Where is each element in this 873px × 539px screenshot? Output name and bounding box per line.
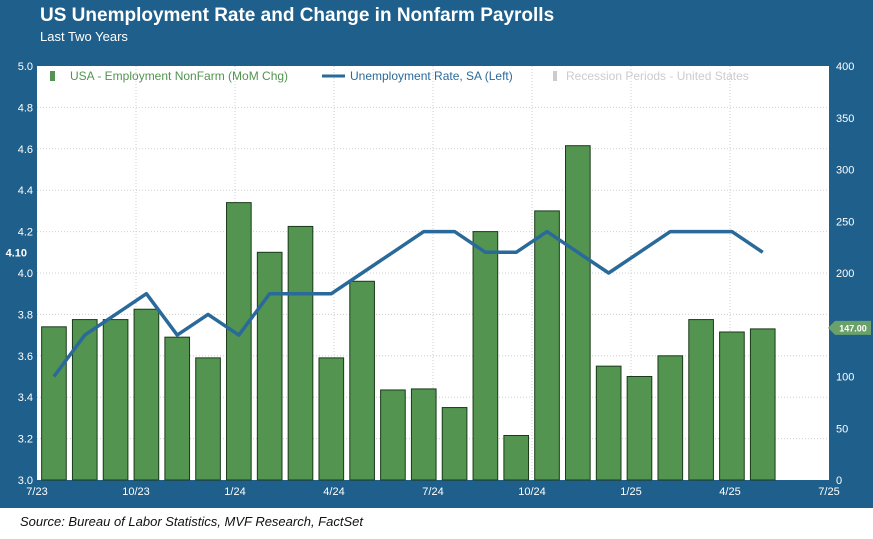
bar-series [41,145,776,481]
line-series [52,229,764,378]
y-left-tick-label: 3.8 [18,309,33,321]
y-right-tick-label: 350 [836,113,854,125]
y-left-tick-label: 4.4 [18,185,33,197]
y-left-tick-label: 3.2 [18,434,33,446]
bar [534,210,560,481]
bar [380,389,406,481]
bar [749,328,776,481]
bar [41,326,67,481]
last-value-right: 147.00 [839,323,867,333]
bar [657,355,684,481]
bar [503,434,530,481]
y-right-tick-label: 50 [836,423,848,435]
y-right-tick-label: 250 [836,216,854,228]
chart-subtitle: Last Two Years [40,29,128,44]
x-tick-label: 4/25 [719,486,740,498]
legend-label-unemployment: Unemployment Rate, SA (Left) [350,69,513,83]
y-left-tick-label: 3.4 [18,392,33,404]
x-tick-label: 7/24 [422,486,443,498]
source-note: Source: Bureau of Labor Statistics, MVF … [20,514,363,529]
bar [164,336,191,481]
y-right-tick-label: 100 [836,372,854,384]
y-right-tick-label: 400 [836,61,854,73]
y-left-tick-label: 4.8 [18,102,33,114]
bar [441,407,468,481]
x-tick-label: 7/23 [26,486,47,498]
legend-label-payrolls: USA - Employment NonFarm (MoM Chg) [70,69,288,83]
last-value-left: 4.10 [6,247,27,259]
x-tick-label: 10/24 [518,486,546,498]
y-right-tick-label: 0 [836,475,842,487]
y-left-tick-label: 4.2 [18,227,33,239]
y-right-tick-label: 200 [836,268,854,280]
unemployment-line [52,229,764,378]
y-right-tick-label: 300 [836,165,854,177]
bar [133,308,160,481]
bar [410,388,437,481]
bar [565,145,591,481]
bar [102,319,129,481]
x-tick-label: 1/25 [620,486,641,498]
bar [595,365,622,481]
y-left-tick-label: 4.0 [18,268,33,280]
legend-label-recession: Recession Periods - United States [566,69,749,83]
chart-title: US Unemployment Rate and Change in Nonfa… [40,5,555,26]
y-left-tick-label: 5.0 [18,61,33,73]
y-left-tick-label: 4.6 [18,144,33,156]
x-tick-label: 1/24 [224,486,245,498]
legend: USA - Employment NonFarm (MoM Chg) Unemp… [50,69,749,83]
bar [318,357,345,481]
bar [287,225,314,481]
bar [626,376,653,481]
bar [195,357,221,481]
x-tick-label: 4/24 [323,486,344,498]
y-left-tick-label: 3.0 [18,475,33,487]
bar [688,319,714,481]
legend-recession-swatch [553,71,557,81]
bar [719,331,745,481]
y-left-tick-label: 3.6 [18,351,33,363]
bar [71,319,98,481]
chart-svg: 3.0 3.2 3.4 3.6 3.8 4.0 4.2 4.4 4.6 4.8 5.0 0 50 100 1… [6,61,871,498]
bar [349,280,375,481]
x-tick-label: 10/23 [122,486,150,498]
last-value-right-badge [828,320,871,335]
axes: 3.0 3.2 3.4 3.6 3.8 4.0 4.2 4.4 4.6 4.8 5.0 0 50 100 1… [6,61,871,498]
bar [226,202,252,481]
x-tick-label: 7/25 [818,486,839,498]
bar [256,251,283,481]
legend-bar-swatch [50,71,55,81]
bar [472,231,499,481]
